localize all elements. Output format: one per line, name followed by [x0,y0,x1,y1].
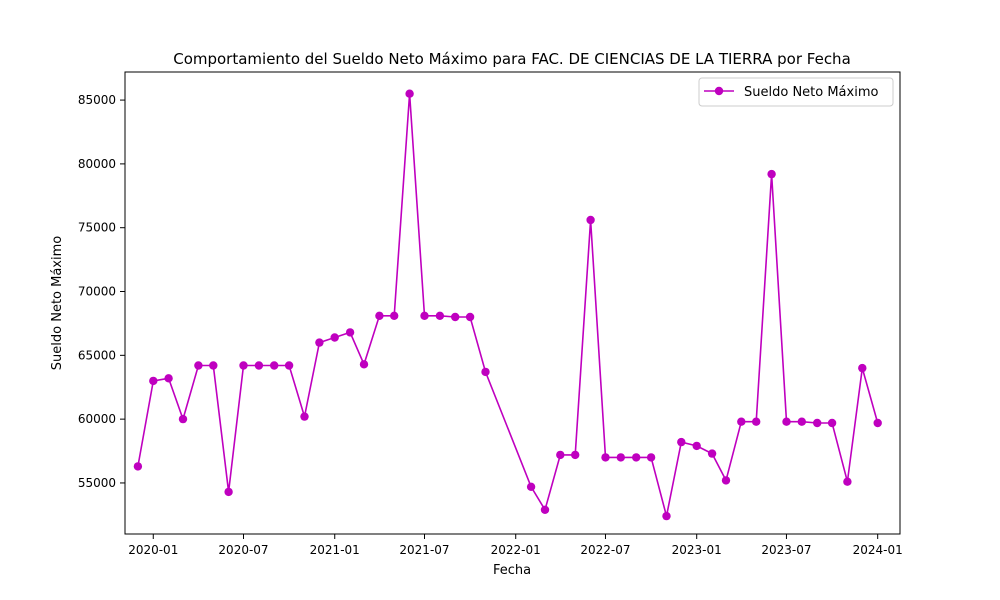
data-point [813,418,822,428]
legend-marker-swatch [714,86,724,96]
x-axis-ticks: 2020-01 2020-07 2021-01 2021-07 2022-01 2022-… [128,534,903,557]
chart-title: Comportamiento del Sueldo Neto Máximo pa… [173,50,851,68]
data-point [646,453,656,462]
plot-frame [124,71,901,535]
data-point [601,453,610,462]
data-point [420,311,429,320]
y-tick-label: 75000 [78,221,116,235]
data-point [149,376,158,386]
x-tick-label: 2021-01 [310,543,360,557]
x-tick-label: 2023-07 [761,543,811,557]
data-point [315,338,324,347]
data-point [284,361,294,370]
data-point [270,361,279,370]
data-point [164,374,173,383]
data-point [752,417,761,426]
data-point [632,453,641,462]
x-tick-label: 2024-01 [853,543,903,557]
data-point [300,412,309,421]
data-point [224,487,233,497]
data-point [330,333,339,342]
data-point [571,450,580,460]
data-point [239,361,248,370]
data-point [526,482,536,491]
y-tick-label: 70000 [78,285,116,299]
data-point [194,361,203,370]
data-point [737,417,746,426]
y-axis-ticks: 55000 60000 65000 70000 75000 80000 85000 [78,93,125,490]
data-point [451,312,460,322]
plot-area [125,72,900,534]
data-point [782,417,791,426]
data-point [133,462,143,471]
data-point [465,312,475,322]
data-point [359,360,369,369]
data-point [662,511,671,521]
data-point [797,417,806,426]
data-point [586,215,595,225]
x-tick-label: 2022-07 [580,543,630,557]
data-point [873,418,882,428]
data-point [677,437,686,447]
x-tick-label: 2022-01 [491,543,541,557]
data-point [345,328,355,337]
data-point [827,418,837,428]
x-tick-label: 2023-01 [672,543,722,557]
legend-box [698,77,894,107]
legend-label: Sueldo Neto Máximo [744,85,878,100]
x-axis-label: Fecha [493,563,531,578]
legend: Sueldo Neto Máximo [698,77,894,107]
data-point [481,367,490,377]
data-point [707,449,717,458]
x-tick-label: 2021-07 [399,543,449,557]
data-point [843,477,852,486]
data-point [178,414,188,424]
data-point [375,311,384,320]
y-tick-label: 65000 [78,348,116,362]
y-axis-label: Sueldo Neto Máximo [50,236,65,370]
data-point [858,363,867,373]
data-point [405,89,414,98]
data-point [540,505,550,514]
data-point [435,311,445,320]
y-tick-label: 85000 [78,93,116,107]
data-point [616,453,625,462]
data-point [692,441,701,451]
series-points [133,89,882,521]
y-tick-label: 55000 [78,476,116,490]
data-point [254,361,264,370]
data-point [209,361,218,370]
data-point [767,169,776,179]
data-point [556,450,565,460]
y-tick-label: 80000 [78,157,116,171]
x-tick-label: 2020-07 [218,543,268,557]
y-tick-label: 60000 [78,412,116,426]
data-point [390,311,399,320]
data-point [721,476,731,485]
x-tick-label: 2020-01 [128,543,178,557]
